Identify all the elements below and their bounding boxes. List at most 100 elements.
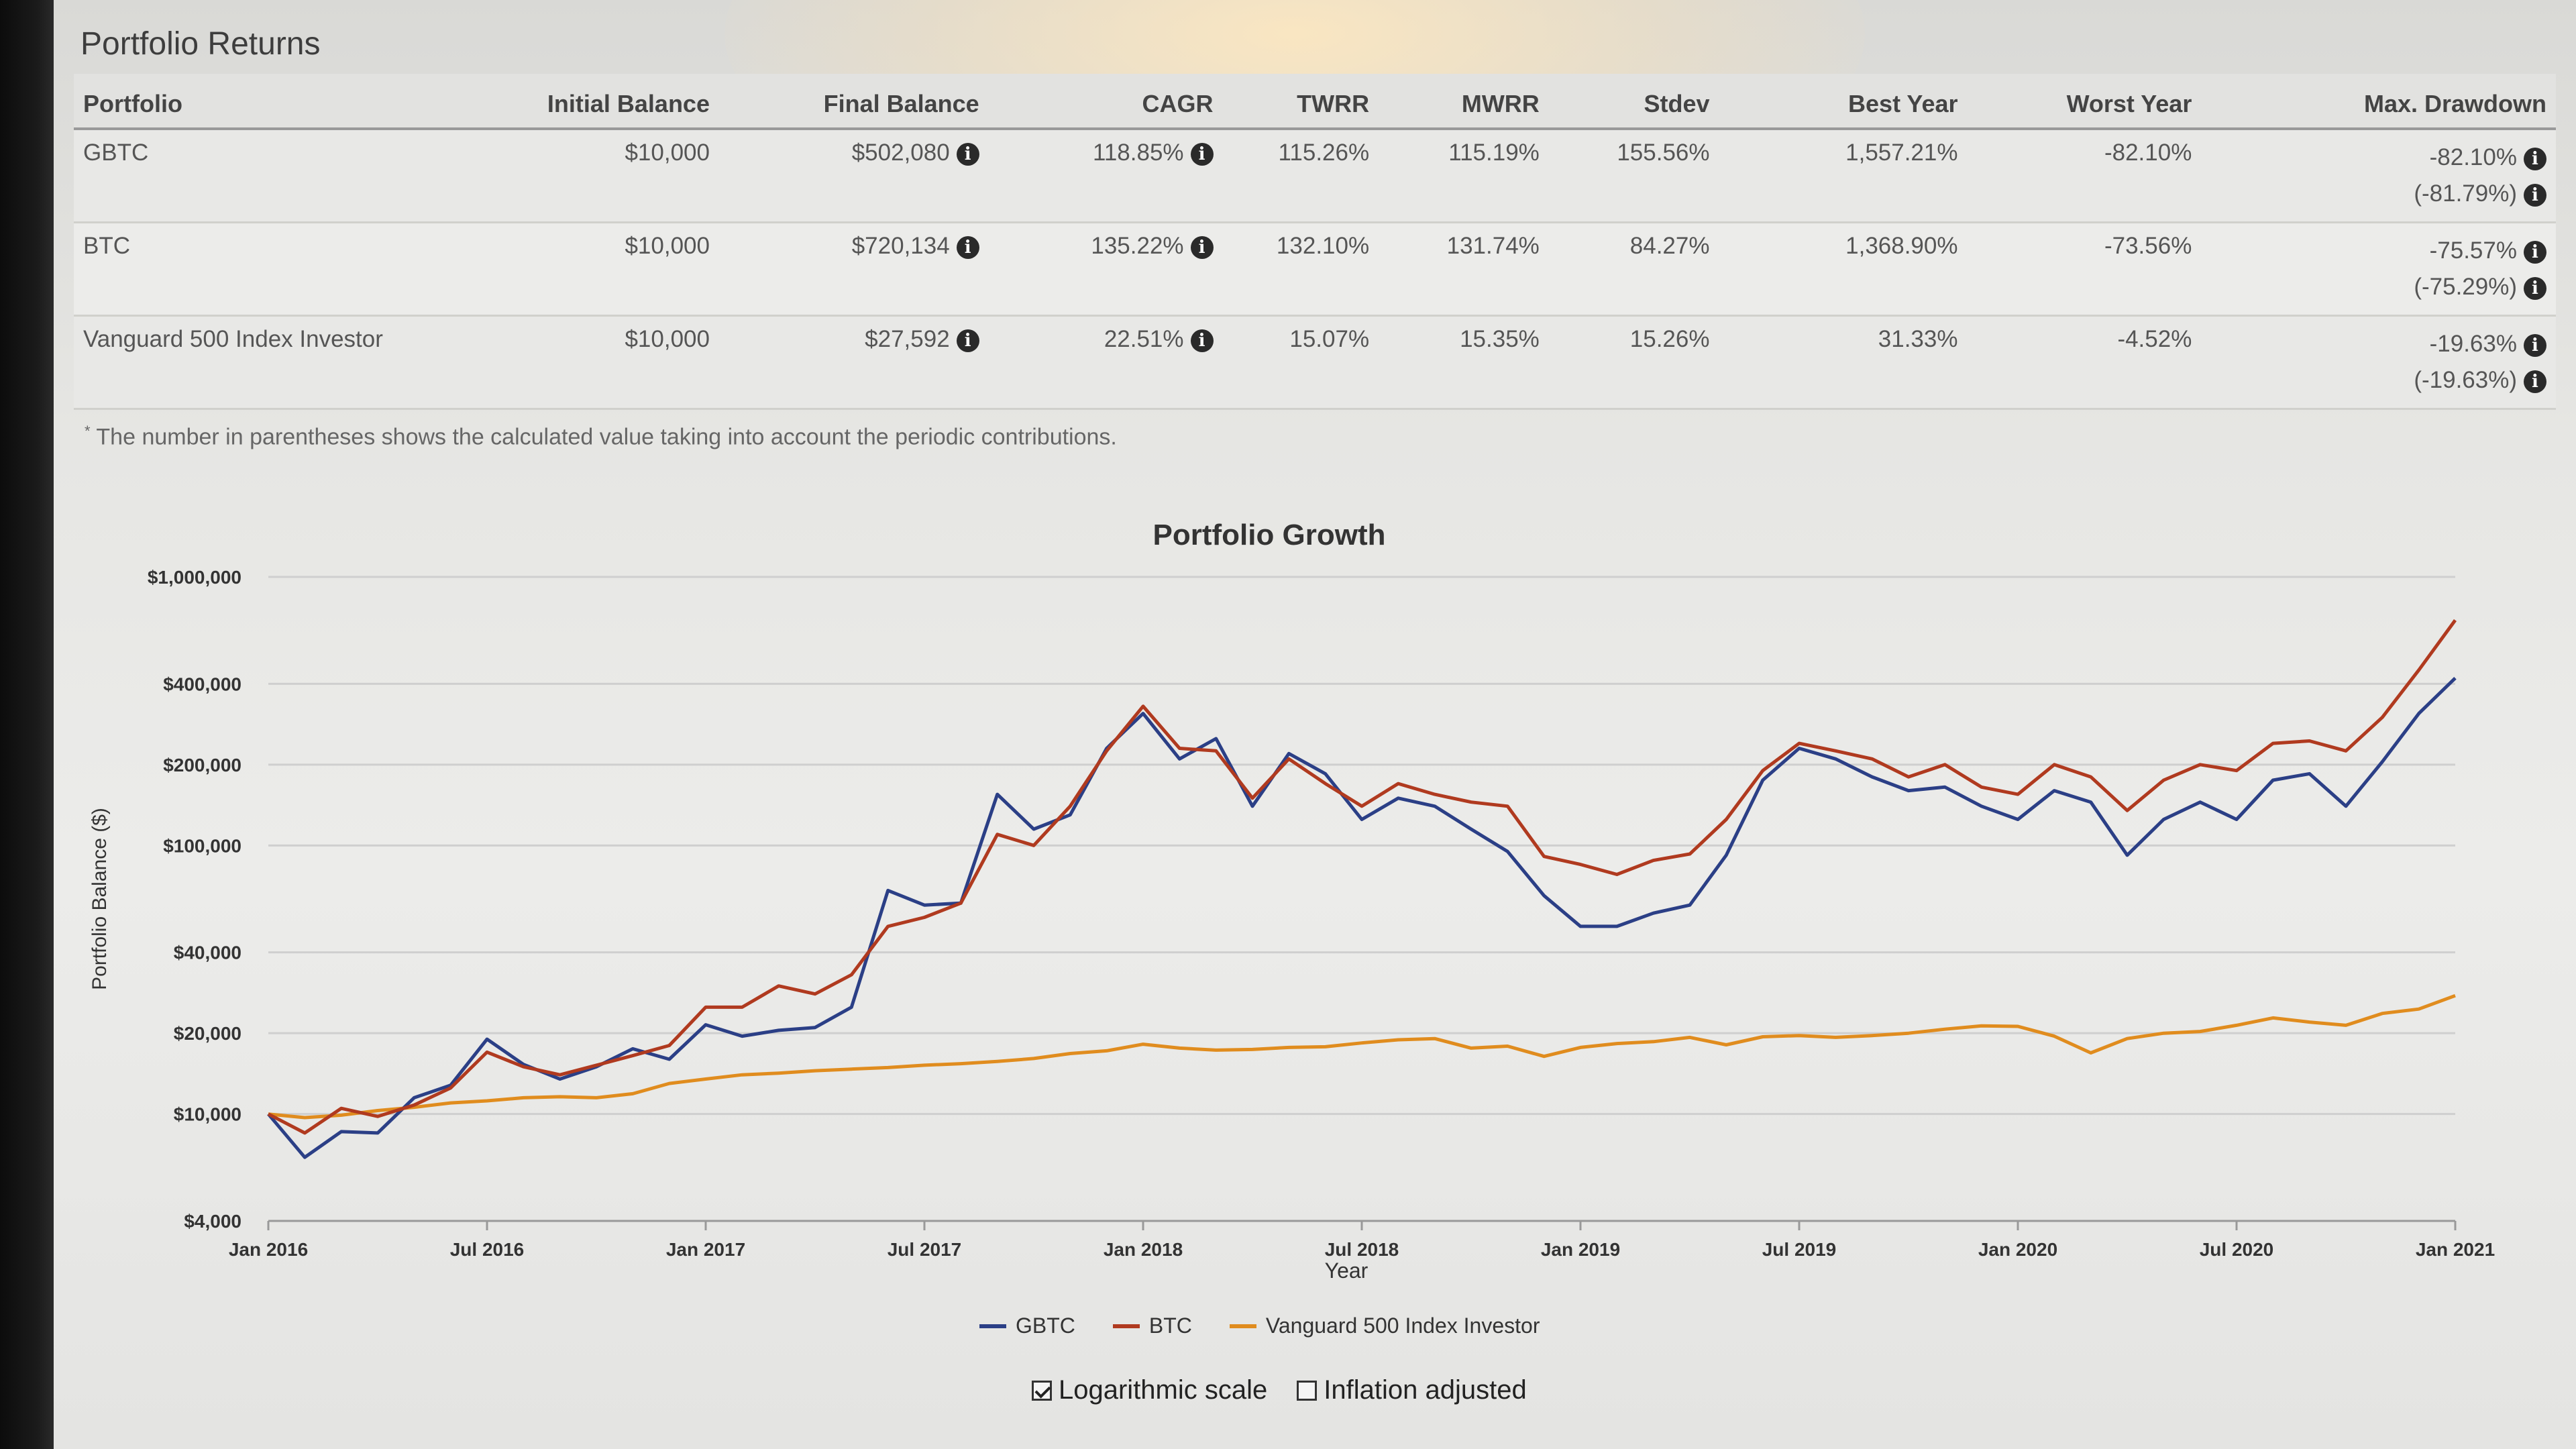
- chart-series: [267, 619, 2457, 1159]
- info-icon[interactable]: i: [956, 142, 979, 166]
- x-tick-label: Jan 2016: [229, 1239, 308, 1260]
- max-drawdown-value: -82.10%: [2429, 144, 2517, 170]
- cell-cagr: 22.51% i: [988, 315, 1223, 410]
- info-icon[interactable]: i: [2524, 370, 2546, 393]
- header-worst-year[interactable]: Worst Year: [1967, 74, 2202, 130]
- x-tick-label: Jan 2019: [1541, 1239, 1620, 1260]
- y-tick-label: $4,000: [184, 1211, 241, 1232]
- cell-mwrr: 15.35%: [1379, 315, 1549, 410]
- cell-twrr: 132.10%: [1222, 222, 1379, 317]
- max-drawdown-contrib-value: (-81.79%): [2414, 180, 2517, 207]
- inflation-option[interactable]: Inflation adjusted: [1297, 1375, 1527, 1405]
- legend-item-btc[interactable]: BTC: [1112, 1313, 1192, 1338]
- table-row: GBTC $10,000 $502,080 i 118.85% i 115.26% …: [74, 129, 2556, 223]
- max-drawdown-contrib-line: (-75.29%) i: [2210, 269, 2546, 305]
- inflation-adjusted-label: Inflation adjusted: [1324, 1375, 1527, 1405]
- portfolio-returns-table: Portfolio Initial Balance Final Balance …: [74, 74, 2556, 410]
- section-title: Portfolio Returns: [80, 26, 321, 62]
- legend-item-gbtc[interactable]: GBTC: [979, 1313, 1075, 1338]
- table-header-row: Portfolio Initial Balance Final Balance …: [74, 74, 2556, 130]
- final-balance-value: $502,080: [851, 140, 950, 166]
- x-tick-label: Jan 2017: [666, 1239, 745, 1260]
- header-mwrr[interactable]: MWRR: [1379, 74, 1549, 130]
- info-icon[interactable]: i: [956, 235, 979, 259]
- header-final-balance[interactable]: Final Balance: [718, 74, 989, 130]
- info-icon[interactable]: i: [1190, 329, 1214, 352]
- info-icon[interactable]: i: [2524, 276, 2546, 300]
- log-scale-option[interactable]: Logarithmic scale: [1032, 1375, 1267, 1405]
- info-icon[interactable]: i: [1190, 142, 1214, 166]
- x-tick-label: Jan 2018: [1104, 1239, 1183, 1260]
- cell-cagr: 135.22% i: [988, 222, 1223, 317]
- max-drawdown-contrib-line: (-81.79%) i: [2210, 176, 2546, 212]
- y-tick-label: $1,000,000: [148, 567, 241, 588]
- cell-max-drawdown: -82.10% i (-81.79%) i: [2201, 129, 2556, 223]
- max-drawdown-line: -75.57% i: [2210, 233, 2546, 269]
- header-twrr[interactable]: TWRR: [1222, 74, 1379, 130]
- footnote-text: The number in parentheses shows the calc…: [96, 424, 1117, 450]
- x-axis-ticks: Jan 2016 Jul 2016 Jan 2017 Jul 2017 Jan 2018…: [229, 1221, 2495, 1260]
- header-stdev[interactable]: Stdev: [1548, 74, 1719, 130]
- max-drawdown-line: -19.63% i: [2210, 326, 2546, 362]
- info-icon[interactable]: i: [2524, 333, 2546, 357]
- cell-final-balance: $502,080 i: [718, 129, 989, 223]
- cell-mwrr: 115.19%: [1379, 129, 1549, 223]
- cell-max-drawdown: -75.57% i (-75.29%) i: [2201, 222, 2556, 317]
- legend-label-btc: BTC: [1148, 1313, 1192, 1338]
- cell-worst-year: -82.10%: [1967, 129, 2202, 223]
- header-initial-balance[interactable]: Initial Balance: [513, 74, 719, 130]
- cell-max-drawdown: -19.63% i (-19.63%) i: [2201, 315, 2556, 410]
- max-drawdown-contrib-line: (-19.63%) i: [2210, 362, 2546, 398]
- x-tick-label: Jan 2021: [2416, 1239, 2495, 1260]
- max-drawdown-line: -82.10% i: [2210, 140, 2546, 176]
- info-icon[interactable]: i: [956, 329, 979, 352]
- series-line-btc: [267, 619, 2457, 1135]
- header-max-drawdown[interactable]: Max. Drawdown: [2201, 74, 2556, 130]
- monitor-bezel: [0, 0, 54, 1449]
- cell-cagr: 118.85% i: [988, 129, 1223, 223]
- info-icon[interactable]: i: [2524, 240, 2546, 264]
- header-best-year[interactable]: Best Year: [1719, 74, 1968, 130]
- cell-initial-balance: $10,000: [513, 315, 719, 410]
- cagr-value: 22.51%: [1104, 326, 1184, 352]
- cell-stdev: 15.26%: [1548, 315, 1719, 410]
- x-tick-label: Jul 2020: [2200, 1239, 2274, 1260]
- info-icon[interactable]: i: [1190, 235, 1214, 259]
- x-axis-label: Year: [1325, 1258, 1368, 1283]
- final-balance-value: $720,134: [851, 233, 950, 259]
- cell-stdev: 155.56%: [1548, 129, 1719, 223]
- cell-worst-year: -73.56%: [1967, 222, 2202, 317]
- cell-mwrr: 131.74%: [1379, 222, 1549, 317]
- table-row: Vanguard 500 Index Investor $10,000 $27,…: [74, 315, 2556, 410]
- max-drawdown-contrib-value: (-75.29%): [2414, 274, 2517, 300]
- header-cagr[interactable]: CAGR: [988, 74, 1223, 130]
- log-scale-checkbox[interactable]: [1032, 1380, 1052, 1401]
- inflation-adjusted-checkbox[interactable]: [1297, 1380, 1318, 1401]
- y-tick-label: $10,000: [174, 1104, 241, 1125]
- x-tick-label: Jul 2017: [888, 1239, 962, 1260]
- cell-stdev: 84.27%: [1548, 222, 1719, 317]
- x-tick-label: Jul 2016: [450, 1239, 525, 1260]
- cell-best-year: 31.33%: [1719, 315, 1968, 410]
- cagr-value: 135.22%: [1091, 233, 1184, 259]
- cell-initial-balance: $10,000: [513, 129, 719, 223]
- table-row: BTC $10,000 $720,134 i 135.22% i 132.10% 1…: [74, 222, 2556, 317]
- cell-portfolio: Vanguard 500 Index Investor: [74, 315, 514, 410]
- y-tick-label: $40,000: [174, 943, 241, 963]
- x-tick-label: Jan 2020: [1978, 1239, 2057, 1260]
- cell-portfolio: GBTC: [74, 129, 514, 223]
- footnote-marker: *: [85, 423, 91, 439]
- x-tick-label: Jul 2018: [1325, 1239, 1399, 1260]
- log-scale-label: Logarithmic scale: [1059, 1375, 1268, 1405]
- cell-best-year: 1,557.21%: [1719, 129, 1968, 223]
- legend-swatch-btc: [1112, 1324, 1140, 1328]
- legend-item-vanguard[interactable]: Vanguard 500 Index Investor: [1229, 1313, 1540, 1338]
- cagr-value: 118.85%: [1092, 140, 1184, 166]
- header-portfolio[interactable]: Portfolio: [74, 74, 514, 130]
- info-icon[interactable]: i: [2524, 147, 2546, 170]
- cell-worst-year: -4.52%: [1967, 315, 2202, 410]
- y-tick-label: $400,000: [163, 674, 241, 694]
- x-tick-label: Jul 2019: [1762, 1239, 1837, 1260]
- cell-twrr: 115.26%: [1222, 129, 1379, 223]
- info-icon[interactable]: i: [2524, 183, 2546, 207]
